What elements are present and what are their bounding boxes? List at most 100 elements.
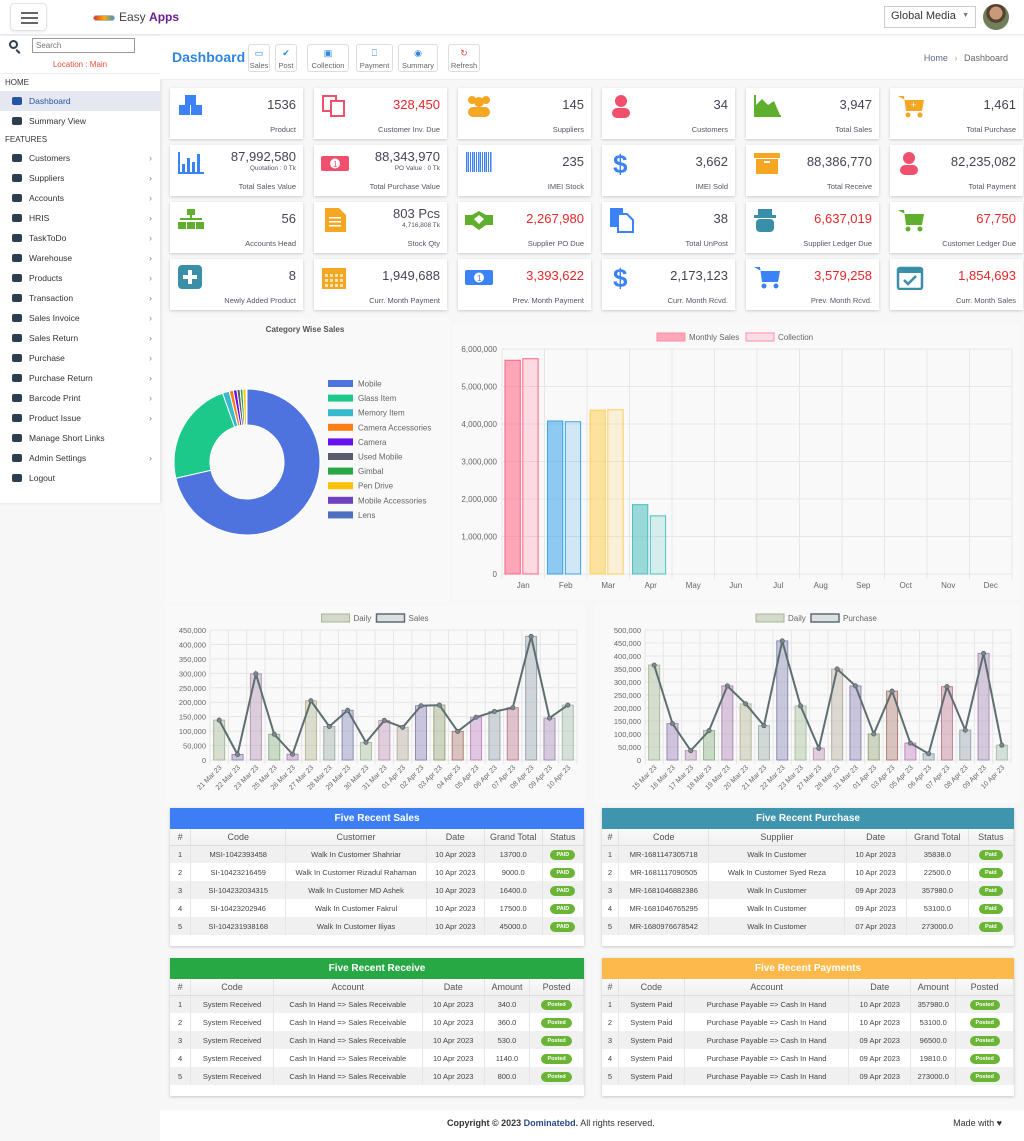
table-row[interactable]: 2 System Paid Purchase Payable => Cash In … (602, 1013, 1014, 1031)
column-header[interactable]: Code (190, 979, 274, 996)
table-row[interactable]: 3 SI-104232034315 Walk In Customer MD Ashe… (170, 881, 585, 899)
column-header[interactable]: Account (273, 979, 423, 996)
stat-card-total-sales-value[interactable]: 87,992,580 Quotation : 0 Tk Total Sales Va… (170, 145, 303, 196)
stat-card-customer-inv-due[interactable]: 328,450 Customer Inv. Due (314, 88, 447, 139)
table-row[interactable]: 2 System Received Cash In Hand => Sales Re… (170, 1013, 584, 1031)
sidebar-item-customers[interactable]: Customers › (0, 148, 160, 168)
stat-card-accounts-head[interactable]: 56 Accounts Head (170, 202, 303, 253)
daily-bar[interactable] (543, 717, 556, 761)
table-row[interactable]: 4 System Paid Purchase Payable => Cash In … (602, 1049, 1014, 1067)
search-icon[interactable] (9, 40, 18, 49)
stat-card-stock-qty[interactable]: 803 Pcs 4,716,808 Tk Stock Qty (314, 202, 447, 253)
legend-label[interactable]: Daily (354, 614, 372, 623)
legend-label[interactable]: Gimbal (358, 467, 384, 476)
sidebar-item-product-issue[interactable]: Product Issue › (0, 408, 160, 428)
legend-label[interactable]: Pen Drive (358, 482, 394, 491)
trend-point[interactable] (962, 727, 968, 733)
pie-slice-mobile[interactable] (175, 388, 321, 536)
column-header[interactable]: # (602, 979, 619, 996)
trend-point[interactable] (326, 723, 332, 729)
toolbar-summary-button[interactable]: ◉ Summary (398, 44, 438, 72)
trend-point[interactable] (216, 717, 222, 723)
sidebar-item-manage-short-links[interactable]: Manage Short Links (0, 428, 160, 448)
column-header[interactable]: # (170, 829, 192, 846)
trend-point[interactable] (546, 715, 552, 721)
column-header[interactable]: Grand Total (906, 829, 969, 846)
legend-label[interactable]: Purchase (843, 614, 877, 623)
trend-point[interactable] (436, 702, 442, 708)
daily-bar[interactable] (396, 726, 409, 761)
trend-point[interactable] (999, 742, 1005, 748)
column-header[interactable]: # (170, 979, 192, 996)
stat-card-curr-month-sales[interactable]: 1,854,693 Curr. Month Sales (890, 259, 1023, 310)
daily-bar[interactable] (470, 716, 483, 761)
column-header[interactable]: Posted (529, 979, 584, 996)
column-header[interactable]: Amount (484, 979, 531, 996)
stat-card-curr-month-rcvd[interactable]: $2,173,123 Curr. Month Rcvd. (602, 259, 735, 310)
legend-label[interactable]: Sales (409, 614, 429, 623)
toolbar-post-button[interactable]: ✔ Post (275, 44, 297, 72)
sidebar-item-hris[interactable]: HRIS › (0, 208, 160, 228)
legend-label[interactable]: Glass Item (358, 394, 397, 403)
toolbar-payment-button[interactable]: ⎕ Payment (356, 44, 393, 72)
daily-bar[interactable] (867, 733, 880, 761)
trend-point[interactable] (510, 705, 516, 711)
trend-point[interactable] (779, 638, 785, 644)
sidebar-item-suppliers[interactable]: Suppliers › (0, 168, 160, 188)
column-header[interactable]: Status (968, 829, 1015, 846)
table-row[interactable]: 1 System Paid Purchase Payable => Cash In … (602, 995, 1014, 1013)
column-header[interactable]: Date (426, 829, 485, 846)
stat-card-newly-added-product[interactable]: 8 Newly Added Product (170, 259, 303, 310)
sidebar-item-sales-return[interactable]: Sales Return › (0, 328, 160, 348)
stat-card-imei-sold[interactable]: $3,662 IMEI Sold (602, 145, 735, 196)
trend-point[interactable] (565, 702, 571, 708)
stat-card-prev-month-rcvd[interactable]: 3,579,258 Prev. Month Rcvd. (746, 259, 879, 310)
sidebar-item-barcode-print[interactable]: Barcode Print › (0, 388, 160, 408)
trend-point[interactable] (455, 728, 461, 734)
sidebar-item-tasktodo[interactable]: TaskToDo › (0, 228, 160, 248)
trend-point[interactable] (400, 724, 406, 730)
sidebar-item-dashboard[interactable]: Dashboard (0, 91, 160, 111)
brand[interactable]: Easy Apps (93, 10, 179, 24)
trend-point[interactable] (381, 717, 387, 723)
daily-bar[interactable] (757, 725, 770, 761)
daily-bar[interactable] (506, 707, 519, 761)
daily-bar[interactable] (359, 741, 372, 761)
bar-collection[interactable] (607, 409, 624, 575)
trend-point[interactable] (528, 633, 534, 639)
legend-label[interactable]: Mobile (358, 380, 382, 389)
trend-point[interactable] (669, 721, 675, 727)
trend-point[interactable] (706, 728, 712, 734)
bar-monthly-sales[interactable] (631, 504, 649, 575)
trend-point[interactable] (473, 714, 479, 720)
stat-card-prev-month-payment[interactable]: 1 3,393,622 Prev. Month Payment (458, 259, 591, 310)
trend-point[interactable] (944, 684, 950, 690)
legend-label[interactable]: Camera (358, 438, 387, 447)
trend-point[interactable] (743, 701, 749, 707)
legend-label[interactable]: Camera Accessories (358, 423, 431, 432)
table-row[interactable]: 1 System Received Cash In Hand => Sales Re… (170, 995, 584, 1013)
sidebar-item-logout[interactable]: Logout (0, 468, 160, 488)
column-header[interactable]: Code (618, 829, 710, 846)
trend-point[interactable] (981, 650, 987, 656)
trend-point[interactable] (308, 698, 314, 704)
sidebar-item-warehouse[interactable]: Warehouse › (0, 248, 160, 268)
trend-point[interactable] (724, 683, 730, 689)
column-header[interactable]: Posted (955, 979, 1014, 996)
sidebar-item-summary-view[interactable]: Summary View (0, 111, 160, 131)
daily-bar[interactable] (323, 725, 336, 761)
stat-card-curr-month-payment[interactable]: 1,949,688 Curr. Month Payment (314, 259, 447, 310)
trend-point[interactable] (491, 708, 497, 714)
stat-card-total-purchase-value[interactable]: 1 88,343,970 PO Value : 0 Tk Total Purchase… (314, 145, 447, 196)
trend-point[interactable] (345, 707, 351, 713)
column-header[interactable]: Account (684, 979, 850, 996)
table-row[interactable]: 1 MSI-1042393458 Walk In Customer Shahriar… (170, 845, 585, 863)
sidebar-item-sales-invoice[interactable]: Sales Invoice › (0, 308, 160, 328)
legend-label[interactable]: Used Mobile (358, 453, 403, 462)
trend-point[interactable] (761, 723, 767, 729)
trend-point[interactable] (271, 731, 277, 737)
table-row[interactable]: 3 MR-1681046882386 Walk In Customer 09 Apr … (602, 881, 1015, 899)
trend-point[interactable] (816, 745, 822, 751)
column-header[interactable]: Date (848, 979, 912, 996)
trend-point[interactable] (688, 748, 694, 754)
